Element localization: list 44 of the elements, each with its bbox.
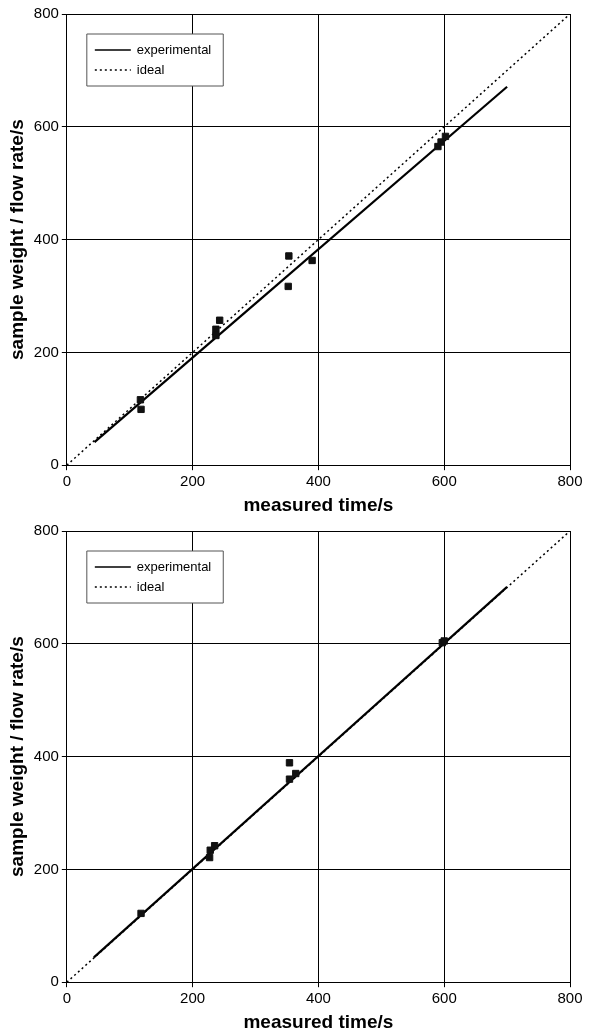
- point: [136, 396, 145, 404]
- point: [137, 405, 145, 414]
- point: [285, 759, 294, 767]
- x-tick-label: 0: [62, 989, 71, 1007]
- x-tick-label: 0: [62, 472, 71, 490]
- y-tick-label: 200: [33, 342, 59, 360]
- y-tick-label: 200: [33, 859, 59, 877]
- point: [215, 316, 224, 324]
- legend-label: experimental: [136, 558, 212, 574]
- x-tick-label: 400: [305, 989, 331, 1007]
- x-tick-label: 800: [557, 472, 583, 490]
- x-axis-title: measured time/s: [243, 1010, 394, 1032]
- x-tick-label: 600: [431, 472, 457, 490]
- x-tick-label: 200: [180, 989, 206, 1007]
- y-tick-label: 800: [33, 521, 59, 539]
- x-tick-label: 600: [431, 989, 457, 1007]
- point: [137, 909, 145, 918]
- point: [212, 331, 220, 340]
- point: [285, 252, 293, 260]
- point: [434, 142, 442, 151]
- legend-label: ideal: [136, 61, 165, 77]
- legend-label: ideal: [136, 578, 165, 594]
- x-tick-label: 400: [305, 472, 331, 490]
- point: [212, 325, 220, 333]
- y-tick-label: 600: [33, 633, 59, 651]
- point: [284, 282, 292, 291]
- point: [205, 853, 214, 862]
- y-axis-title: sample weight / flow rate/s: [5, 119, 27, 360]
- point: [210, 842, 219, 850]
- point: [285, 775, 294, 783]
- y-tick-label: 0: [50, 455, 59, 473]
- point: [292, 769, 300, 778]
- x-axis-title: measured time/s: [243, 493, 394, 515]
- y-axis-title: sample weight / flow rate/s: [5, 636, 27, 877]
- point: [441, 132, 450, 141]
- point: [308, 256, 316, 265]
- legend-label: experimental: [136, 41, 212, 57]
- x-tick-label: 800: [557, 989, 583, 1007]
- x-tick-label: 200: [180, 472, 206, 490]
- y-tick-label: 400: [33, 229, 59, 247]
- y-tick-label: 800: [33, 4, 59, 22]
- y-tick-label: 0: [50, 972, 59, 990]
- y-tick-label: 400: [33, 746, 59, 764]
- y-tick-label: 600: [33, 116, 59, 134]
